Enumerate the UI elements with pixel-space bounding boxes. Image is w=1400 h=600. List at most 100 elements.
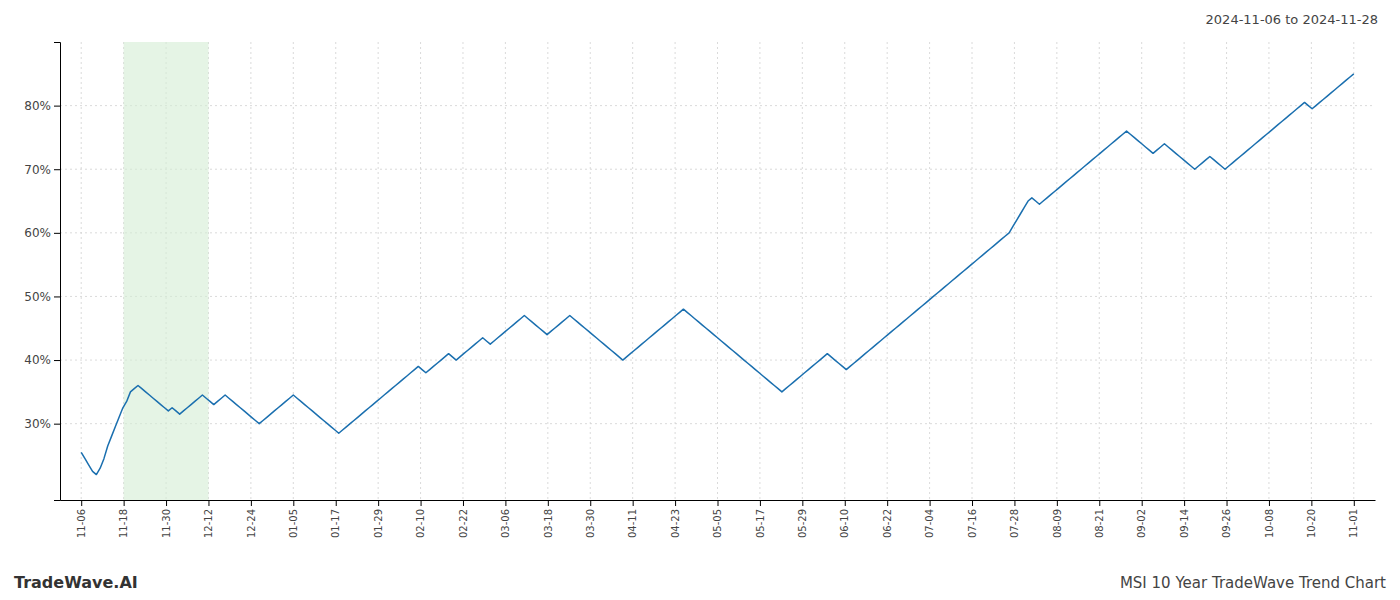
plot-area: 11-0611-1811-3012-1212-2401-0501-1701-29…: [24, 42, 1375, 538]
x-tick: 11-01: [1348, 500, 1359, 538]
y-tick-label: 80%: [24, 99, 51, 113]
x-tick: 07-28: [1009, 500, 1020, 538]
x-tick-mark: [1014, 500, 1015, 506]
x-tick-label: 10-08: [1264, 509, 1275, 538]
grid-line-y: [60, 105, 1375, 106]
x-tick-label: 02-10: [415, 509, 426, 538]
x-tick-label: 09-14: [1179, 509, 1190, 538]
x-tick-mark: [845, 500, 846, 506]
x-tick-mark: [463, 500, 464, 506]
x-tick-label: 11-06: [76, 509, 87, 538]
y-tick: 80%: [24, 99, 60, 113]
y-tick-mark: [54, 106, 60, 107]
x-tick: 05-05: [712, 500, 723, 538]
x-tick-mark: [378, 500, 379, 506]
x-tick-mark: [1099, 500, 1100, 506]
x-tick-label: 08-09: [1052, 509, 1063, 538]
y-tick-label: 30%: [24, 417, 51, 431]
y-tick-label: 60%: [24, 226, 51, 240]
grid-line-x: [887, 42, 888, 500]
x-tick-label: 01-05: [288, 509, 299, 538]
x-tick-mark: [208, 500, 209, 506]
y-tick-mark: [54, 233, 60, 234]
x-tick-mark: [633, 500, 634, 506]
grid-line-y: [60, 360, 1375, 361]
x-tick: 02-22: [458, 500, 469, 538]
x-tick-label: 11-18: [118, 509, 129, 538]
grid-line-x: [675, 42, 676, 500]
x-tick: 06-22: [882, 500, 893, 538]
x-tick-label: 12-12: [203, 509, 214, 538]
x-tick: 03-30: [585, 500, 596, 538]
x-tick-label: 07-28: [1009, 509, 1020, 538]
x-tick-mark: [505, 500, 506, 506]
x-tick: 03-06: [500, 500, 511, 538]
x-tick-mark: [421, 500, 422, 506]
x-tick-mark: [972, 500, 973, 506]
grid-line-x: [1268, 42, 1269, 500]
x-tick-label: 01-29: [373, 509, 384, 538]
x-tick-mark: [887, 500, 888, 506]
x-tick: 04-11: [627, 500, 638, 538]
x-tick-mark: [124, 500, 125, 506]
x-tick-mark: [1057, 500, 1058, 506]
grid-line-x: [802, 42, 803, 500]
y-tick: 60%: [24, 226, 60, 240]
x-tick-label: 08-21: [1094, 509, 1105, 538]
x-tick: 01-05: [288, 500, 299, 538]
x-tick: 11-30: [161, 500, 172, 538]
x-tick-label: 04-11: [627, 509, 638, 538]
x-tick: 02-10: [415, 500, 426, 538]
title: MSI 10 Year TradeWave Trend Chart: [1120, 574, 1386, 592]
grid-line-x: [1311, 42, 1312, 500]
x-tick-mark: [590, 500, 591, 506]
annotation: TradeWave.AI: [14, 573, 138, 592]
x-tick-mark: [81, 500, 82, 506]
grid-line-x: [1014, 42, 1015, 500]
y-tick: 40%: [24, 353, 60, 367]
grid-line-x: [632, 42, 633, 500]
x-tick-mark: [1354, 500, 1355, 506]
x-tick: 07-16: [967, 500, 978, 538]
grid-line-x: [1141, 42, 1142, 500]
y-axis-line: [54, 43, 61, 501]
x-tick-label: 11-30: [161, 509, 172, 538]
grid-line-x: [759, 42, 760, 500]
grid-line-x: [1353, 42, 1354, 500]
chart-container: 11-0611-1811-3012-1212-2401-0501-1701-29…: [0, 0, 1400, 600]
x-tick-mark: [718, 500, 719, 506]
x-tick-label: 03-06: [500, 509, 511, 538]
x-tick: 09-26: [1221, 500, 1232, 538]
x-tick-mark: [166, 500, 167, 506]
y-tick-mark: [54, 296, 60, 297]
x-tick: 09-02: [1136, 500, 1147, 538]
x-tick-label: 07-16: [967, 509, 978, 538]
x-tick-label: 07-04: [924, 509, 935, 538]
y-tick-label: 50%: [24, 290, 51, 304]
x-tick-mark: [251, 500, 252, 506]
grid-line-x: [1184, 42, 1185, 500]
y-axis: 30%40%50%60%70%80%: [24, 43, 60, 501]
x-tick-label: 11-01: [1348, 509, 1359, 538]
x-tick-label: 05-05: [712, 509, 723, 538]
grid-line-y: [60, 296, 1375, 297]
x-tick-mark: [760, 500, 761, 506]
grid-line-x: [972, 42, 973, 500]
x-tick: 05-29: [797, 500, 808, 538]
x-tick-mark: [548, 500, 549, 506]
x-tick-label: 04-23: [670, 509, 681, 538]
x-tick-label: 02-22: [458, 509, 469, 538]
y-tick-mark: [54, 424, 60, 425]
grid-line-x: [250, 42, 251, 500]
x-tick: 01-29: [373, 500, 384, 538]
grid-line-x: [844, 42, 845, 500]
x-tick-mark: [930, 500, 931, 506]
grid-line-x: [717, 42, 718, 500]
x-tick: 08-09: [1052, 500, 1063, 538]
highlight-band: [124, 42, 209, 500]
x-tick-label: 05-29: [797, 509, 808, 538]
x-tick-mark: [802, 500, 803, 506]
marks: [81, 42, 1354, 500]
grid-line-x: [1226, 42, 1227, 500]
x-tick: 05-17: [755, 500, 766, 538]
